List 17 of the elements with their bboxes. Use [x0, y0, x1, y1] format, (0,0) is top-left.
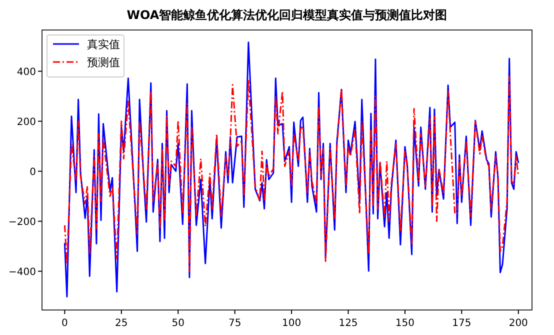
y-tick-label: −400	[8, 266, 36, 278]
y-tick-label: 0	[30, 166, 36, 178]
x-tick-label: 25	[115, 318, 128, 329]
x-tick-label: 200	[508, 318, 528, 329]
x-tick-label: 100	[282, 318, 302, 329]
x-tick-label: 0	[62, 318, 68, 329]
y-tick-label: 400	[16, 66, 36, 78]
legend-label: 预测值	[87, 56, 120, 69]
x-tick-label: 150	[395, 318, 415, 329]
chart-title: WOA智能鲸鱼优化算法优化回归模型真实值与预测值比对图	[126, 8, 448, 22]
x-tick-label: 175	[452, 318, 472, 329]
x-tick-label: 125	[338, 318, 358, 329]
x-tick-label: 50	[172, 318, 184, 329]
y-tick-label: 200	[16, 116, 36, 128]
x-tick-label: 75	[228, 318, 242, 329]
legend-label: 真实值	[87, 38, 120, 51]
y-tick-label: −200	[8, 216, 36, 228]
